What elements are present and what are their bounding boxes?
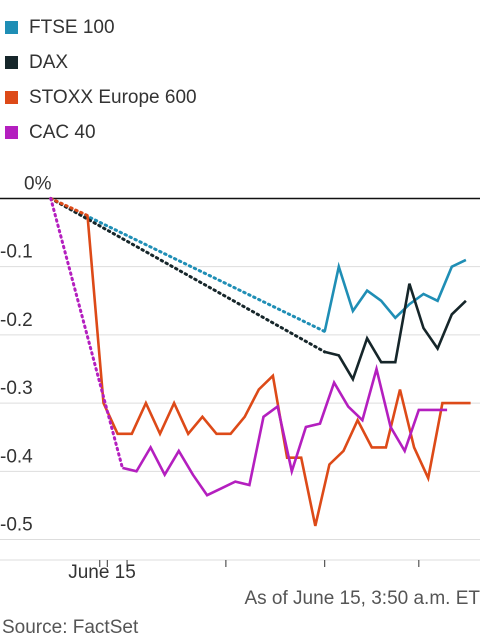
y-tick-label: -0.4 — [0, 446, 33, 467]
legend-item-dax[interactable]: DAX — [0, 45, 197, 80]
legend-label: STOXX Europe 600 — [29, 86, 197, 108]
x-axis — [0, 559, 480, 567]
series-dax-line — [324, 283, 467, 383]
series-cac-40-dotted — [49, 197, 124, 470]
legend-item-cac[interactable]: CAC 40 — [0, 115, 197, 150]
y-tick-label: -0.5 — [0, 515, 33, 536]
x-tick-label: June 15 — [68, 562, 136, 583]
legend-swatch — [5, 56, 18, 69]
legend: FTSE 100 DAX STOXX Europe 600 CAC 40 — [0, 10, 197, 150]
series-ftse-100-dotted — [49, 197, 327, 333]
legend-item-stoxx[interactable]: STOXX Europe 600 — [0, 80, 197, 115]
legend-label: DAX — [29, 51, 69, 73]
y-axis-ticks: 0% -0.1 -0.2 -0.3 -0.4 -0.5 — [0, 173, 52, 535]
legend-label: CAC 40 — [29, 121, 96, 143]
y-tick-label: 0% — [24, 173, 52, 194]
series-cac-40-line — [122, 363, 448, 497]
legend-swatch — [5, 126, 18, 139]
legend-swatch — [5, 21, 18, 34]
series-ftse-100-line — [323, 258, 467, 332]
series-lines — [49, 197, 471, 527]
line-chart: 0% -0.1 -0.2 -0.3 -0.4 -0.5 June 15 — [0, 173, 480, 583]
legend-swatch — [5, 91, 18, 104]
series-stoxx-europe-600-dotted — [49, 197, 89, 217]
series-dax-dotted — [49, 197, 327, 354]
y-tick-label: -0.3 — [0, 378, 33, 399]
source-note: Source: FactSet — [2, 617, 139, 638]
gridlines — [0, 197, 480, 541]
series-stoxx-europe-600-line — [86, 215, 471, 527]
as-of-note: As of June 15, 3:50 a.m. ET — [244, 588, 480, 609]
legend-item-ftse[interactable]: FTSE 100 — [0, 10, 197, 45]
legend-label: FTSE 100 — [29, 16, 115, 38]
y-tick-label: -0.2 — [0, 310, 33, 331]
y-tick-label: -0.1 — [0, 242, 33, 263]
